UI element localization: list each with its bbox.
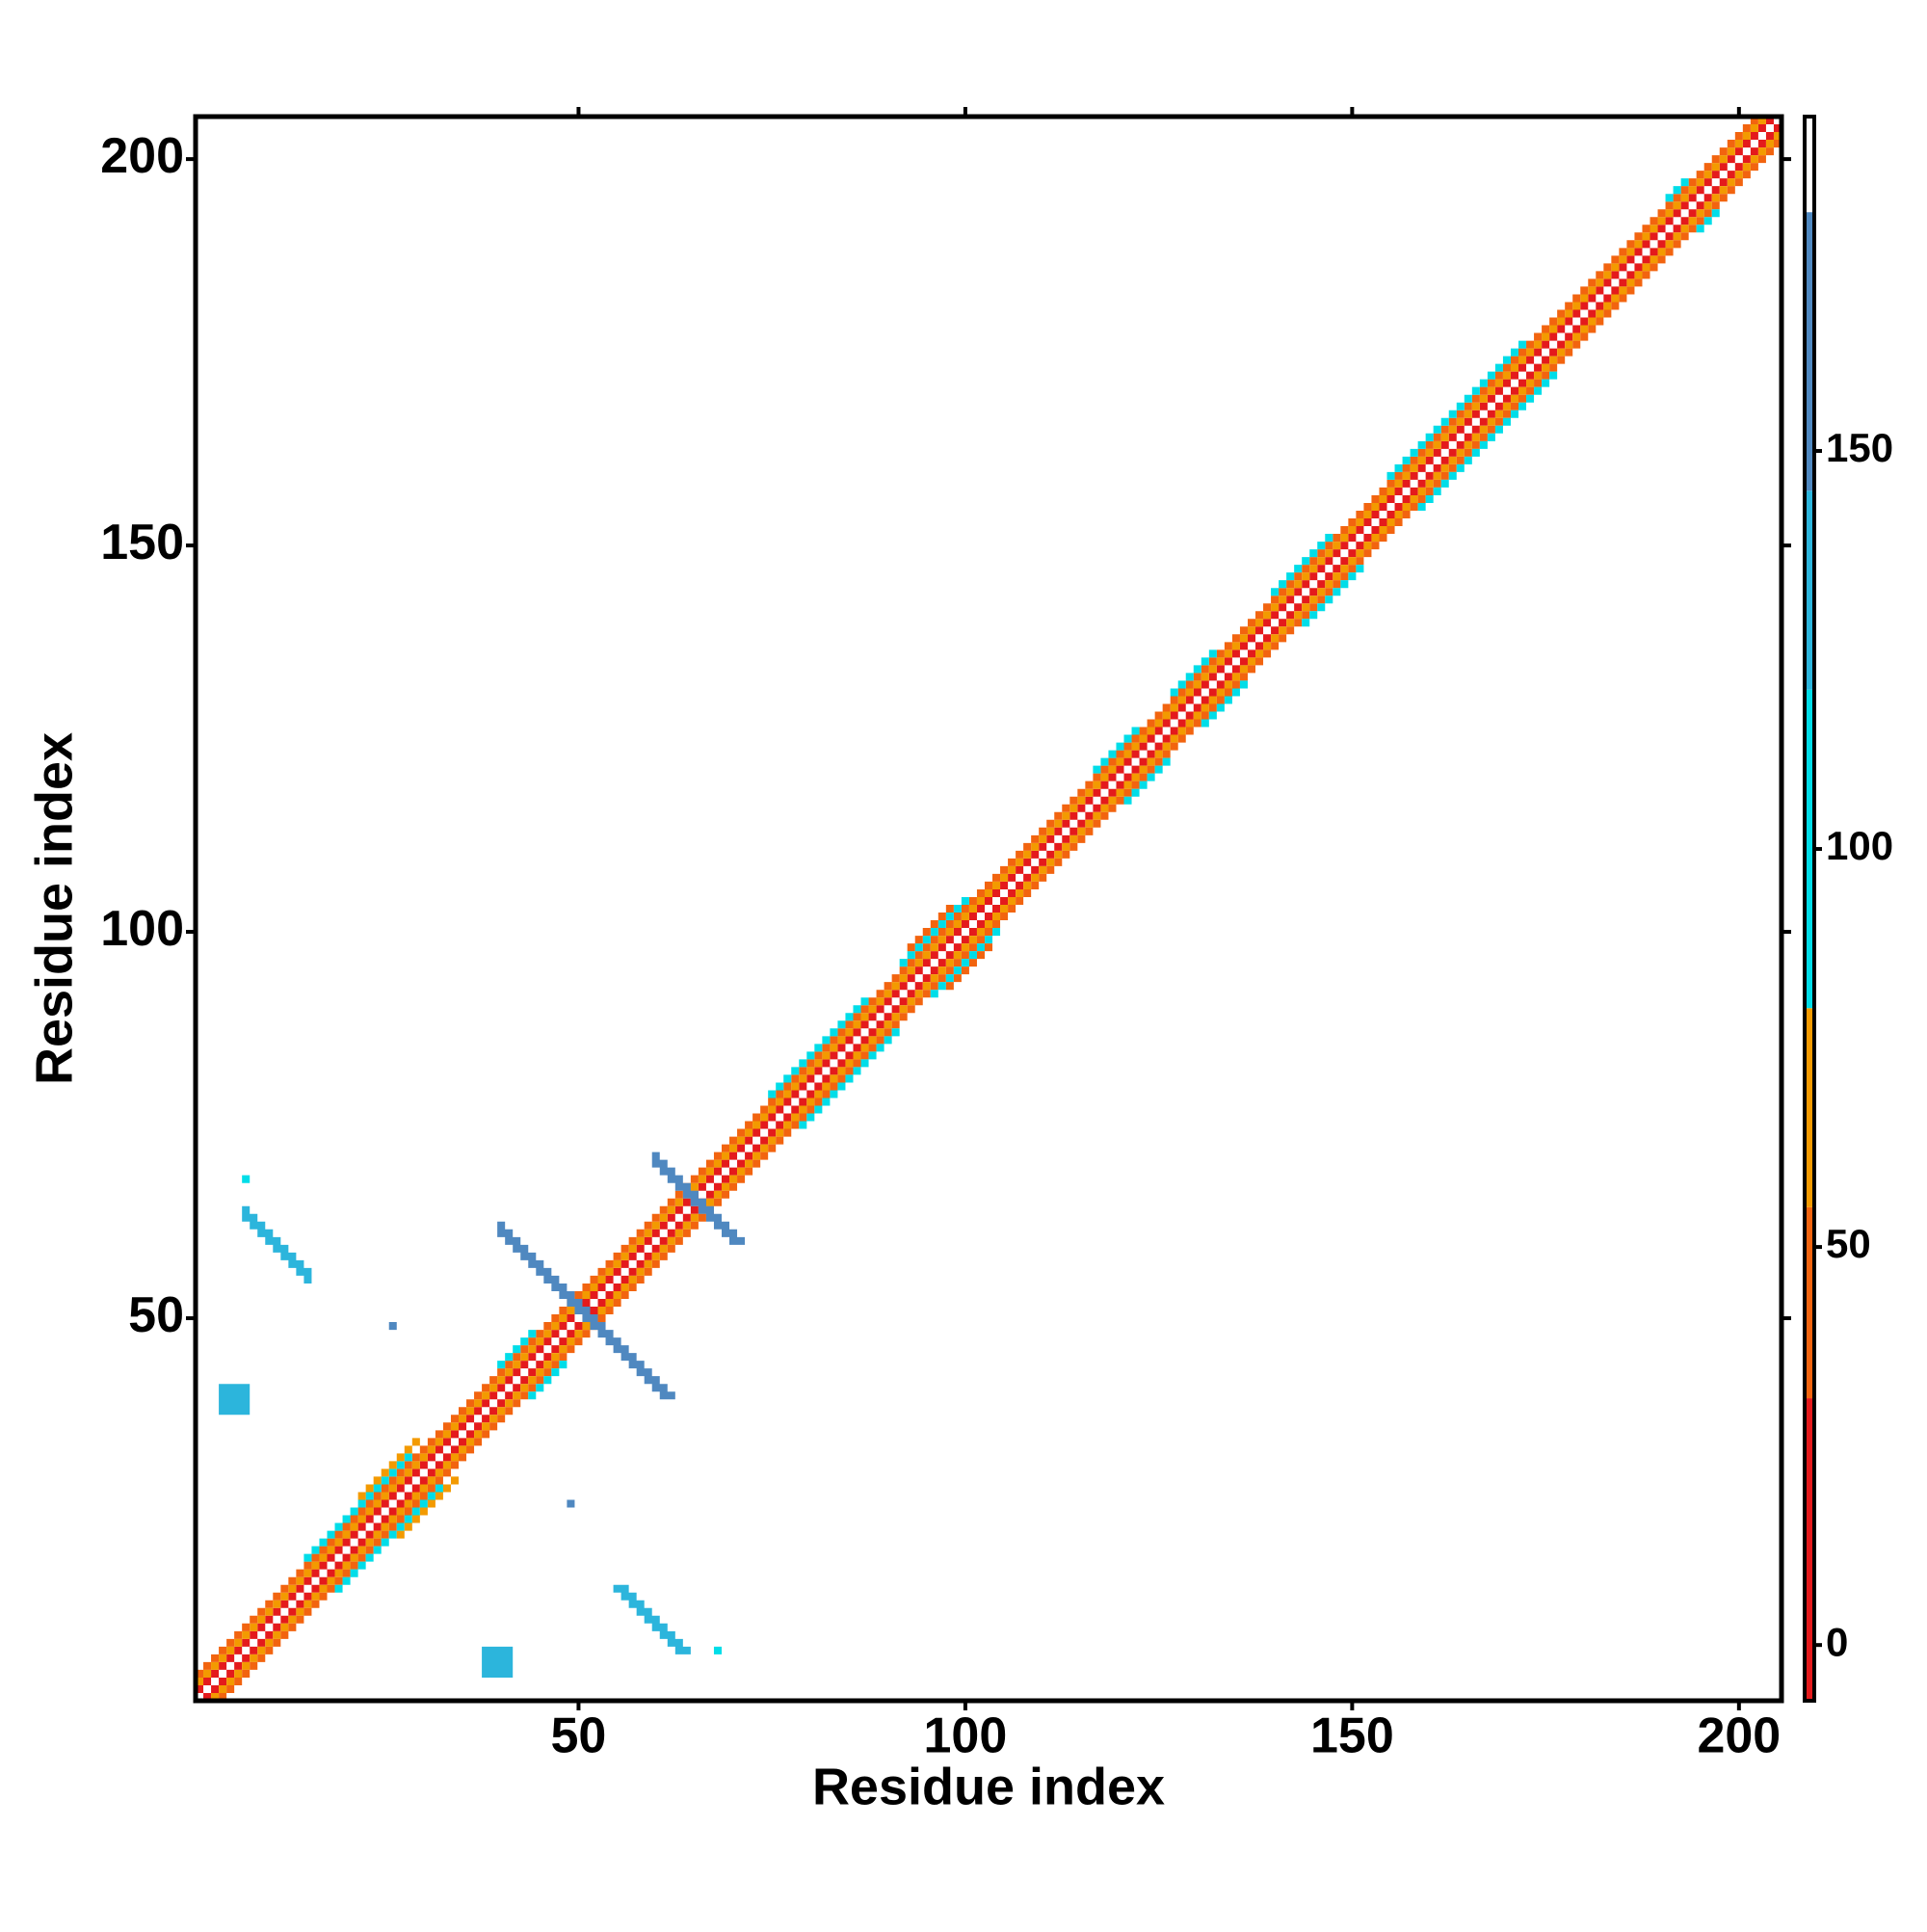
x-tick-label: 100 xyxy=(924,1708,1008,1764)
colorbar-bin xyxy=(1805,490,1814,690)
contact-band xyxy=(899,896,1001,998)
colorbar-bin xyxy=(1805,689,1814,1009)
contact-band xyxy=(196,117,1782,1701)
y-tick-label: 200 xyxy=(100,128,184,184)
contact-band xyxy=(497,1221,675,1400)
colorbar-bin xyxy=(1805,117,1814,213)
contact-band xyxy=(196,117,1782,1701)
contact-band xyxy=(651,1151,746,1245)
colorbar-tick-label: 50 xyxy=(1826,1221,1871,1266)
y-tick-label: 150 xyxy=(100,515,184,570)
contact-band xyxy=(768,997,900,1129)
y-axis-title: Residue index xyxy=(25,732,83,1085)
contact-band xyxy=(1271,534,1364,627)
x-tick-label: 200 xyxy=(1697,1708,1781,1764)
colorbar-bin xyxy=(1805,212,1814,491)
colorbar-bin xyxy=(1805,1206,1814,1399)
colorbar-tick-label: 0 xyxy=(1826,1619,1848,1664)
y-tick-label: 100 xyxy=(100,901,184,957)
colorbar-tick-label: 100 xyxy=(1826,823,1893,868)
contact-patch xyxy=(219,1384,514,1678)
plot-frame xyxy=(193,114,1784,1704)
x-axis-title: Residue index xyxy=(812,1758,1165,1815)
contact-band xyxy=(1665,178,1720,233)
contact-band xyxy=(242,1205,691,1654)
colorbar-tick-label: 150 xyxy=(1826,425,1893,470)
contact-band xyxy=(196,117,1782,1701)
x-tick-label: 50 xyxy=(551,1708,607,1764)
contact-band xyxy=(357,1438,459,1539)
y-tick-label: 50 xyxy=(128,1287,184,1343)
x-tick-label: 150 xyxy=(1310,1708,1394,1764)
contact-band xyxy=(497,1330,568,1400)
contact-band xyxy=(304,1453,443,1593)
contact-band xyxy=(1170,649,1248,728)
colorbar-bin xyxy=(1805,1008,1814,1207)
colorbar-bin xyxy=(1805,1398,1814,1701)
contact-band xyxy=(1093,727,1171,805)
colorbar-frame xyxy=(1803,115,1816,1703)
